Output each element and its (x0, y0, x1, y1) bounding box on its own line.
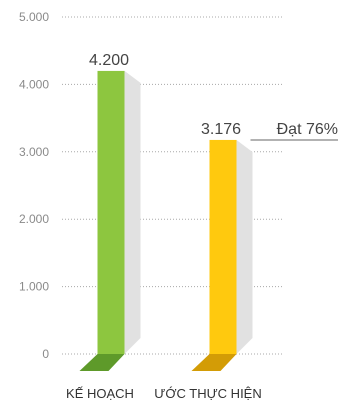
y-tick-label: 0 (42, 347, 49, 361)
x-tick-label: ƯỚC THỰC HIỆN (154, 386, 262, 401)
y-tick-label: 1.000 (19, 280, 49, 294)
y-tick-label: 4.000 (19, 77, 49, 91)
bar-base (79, 354, 125, 371)
annotation-text: Đạt 76% (277, 121, 338, 138)
data-label: 4.200 (89, 52, 129, 69)
bars (79, 70, 253, 371)
y-axis-ticks: 0 1.000 2.000 3.000 4.000 5.000 (19, 10, 49, 361)
bar-shadow (124, 70, 141, 355)
y-tick-label: 5.000 (19, 10, 49, 24)
x-tick-label: KẾ HOẠCH (66, 386, 134, 401)
bar-base (191, 354, 237, 371)
data-label: 3.176 (201, 121, 241, 138)
data-labels: 4.200 3.176 (89, 52, 241, 138)
y-tick-label: 3.000 (19, 145, 49, 159)
x-axis-ticks: KẾ HOẠCH ƯỚC THỰC HIỆN (66, 386, 262, 401)
bar-shadow (236, 139, 253, 354)
y-tick-label: 2.000 (19, 212, 49, 226)
bar (97, 70, 125, 355)
bar (209, 139, 237, 354)
annotation: Đạt 76% (250, 121, 338, 141)
